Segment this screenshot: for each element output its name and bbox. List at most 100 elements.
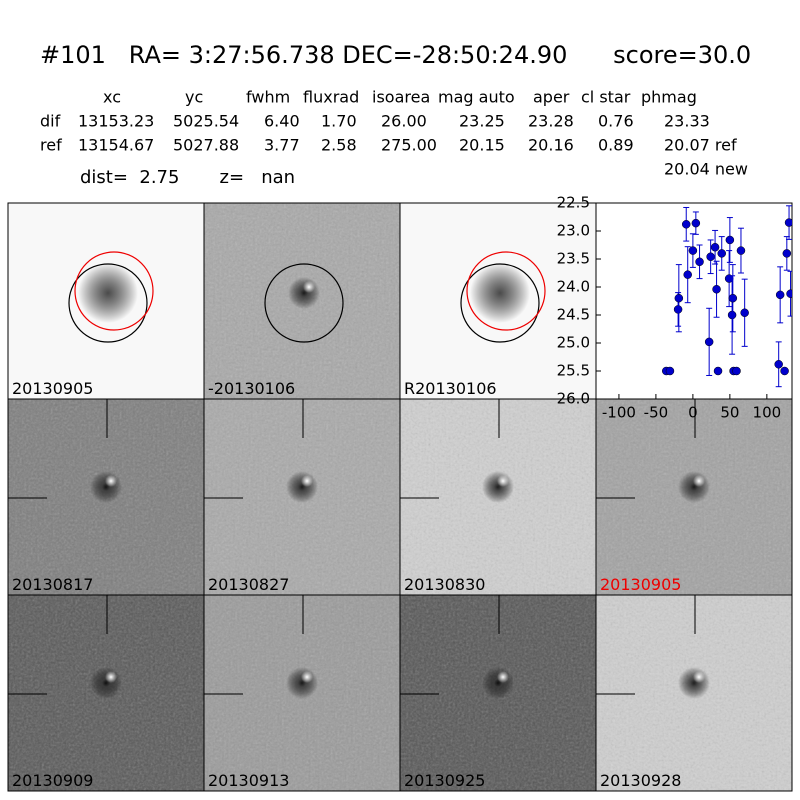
source-residual [105, 475, 117, 487]
table-cell: 20.15 [459, 136, 505, 155]
x-tick-label: 0 [688, 404, 698, 422]
panel-label: 20130913 [208, 771, 289, 790]
table-cell: 20.16 [528, 136, 574, 155]
y-tick-label: 23.5 [557, 250, 590, 268]
panel-label: R20130106 [404, 379, 497, 398]
table-cell: 5027.88 [173, 136, 239, 155]
point [665, 366, 675, 376]
source-residual [105, 671, 117, 683]
x-tick-label: 100 [753, 404, 782, 422]
table-cell: 3.77 [264, 136, 300, 155]
source-halo [90, 667, 122, 699]
point [673, 305, 683, 314]
row-label: ref [40, 136, 62, 155]
source-halo [78, 263, 138, 323]
aperture [460, 263, 540, 343]
point [695, 257, 704, 267]
table-cell: 13154.67 [78, 136, 154, 155]
table-cell: 13153.23 [78, 112, 154, 131]
table-cell: 20.07 ref [664, 136, 737, 155]
table-cell: 23.33 [664, 112, 710, 131]
panel-label: 20130905 [12, 379, 93, 398]
table-cell: 5025.54 [173, 112, 239, 131]
point [710, 242, 720, 252]
panel-label: 20130905 [600, 575, 681, 594]
source-halo [286, 667, 318, 699]
aperture-ref [74, 251, 154, 331]
point [775, 290, 785, 300]
y-tick-label: 25.0 [557, 334, 590, 352]
table-cell: 0.89 [598, 136, 634, 155]
point [691, 218, 701, 228]
source-halo [678, 667, 710, 699]
column-header: mag auto [438, 88, 515, 107]
panel-label: 20130817 [12, 575, 93, 594]
plot-area [595, 202, 793, 400]
source-halo [90, 471, 122, 503]
dist: dist= 2.75 z= nan [80, 167, 295, 188]
point [774, 360, 783, 369]
point [725, 235, 735, 245]
x-tick-label: -100 [602, 404, 636, 422]
point [786, 289, 792, 298]
y-tick-label: 24.5 [557, 306, 590, 324]
source-residual [301, 475, 313, 487]
aperture [68, 263, 148, 343]
panel-label: 20130909 [12, 771, 93, 790]
point [688, 246, 698, 255]
table-cell: 26.00 [381, 112, 427, 131]
table-cell: 0.76 [598, 112, 634, 131]
point [704, 337, 714, 347]
table-cell: 23.25 [459, 112, 505, 131]
column-header: isoarea [372, 88, 430, 107]
x-tick-label: 50 [720, 404, 739, 422]
aperture [264, 263, 344, 343]
column-header: yc [185, 88, 203, 107]
table-cell: 23.28 [528, 112, 574, 131]
column-header: xc [103, 88, 121, 107]
point [736, 246, 746, 255]
point [717, 249, 726, 258]
column-header: aper [533, 88, 570, 107]
y-tick-label: 23.0 [557, 222, 590, 240]
y-tick-label: 22.5 [557, 194, 590, 212]
point [784, 218, 792, 227]
light-curve [662, 205, 792, 388]
aperture-ref [466, 251, 546, 331]
x-tick-label: -50 [644, 404, 669, 422]
source-halo [482, 667, 514, 699]
panel-label: -20130106 [208, 379, 295, 398]
column-header: cl star [581, 88, 631, 107]
phmag-new: 20.04 new [664, 160, 748, 179]
source-halo [482, 471, 514, 503]
source-halo [470, 263, 530, 323]
panel-frame [595, 594, 793, 792]
point [713, 366, 723, 376]
y-tick-label: 25.5 [557, 362, 590, 380]
point [728, 293, 738, 303]
row-label: dif [40, 112, 61, 131]
table-cell: 275.00 [381, 136, 437, 155]
point [712, 284, 721, 294]
source-residual [693, 475, 705, 487]
point [782, 249, 792, 258]
panel-label: 20130925 [404, 771, 485, 790]
source-residual [497, 671, 509, 683]
point [780, 366, 789, 376]
point [727, 310, 737, 320]
source-residual [303, 281, 315, 293]
source-halo [286, 471, 318, 503]
point [740, 308, 749, 318]
panel-label: 20130830 [404, 575, 485, 594]
table-cell: 2.58 [321, 136, 357, 155]
point [683, 270, 692, 279]
table-cell: 1.70 [321, 112, 357, 131]
point [681, 220, 691, 229]
panel-label: 20130827 [208, 575, 289, 594]
column-header: fluxrad [303, 88, 359, 107]
title: #101 RA= 3:27:56.738 DEC=-28:50:24.90 sc… [40, 41, 751, 69]
y-tick-label: 26.0 [557, 390, 590, 408]
panel-label: 20130928 [600, 771, 681, 790]
source-halo [678, 471, 710, 503]
column-header: phmag [641, 88, 697, 107]
